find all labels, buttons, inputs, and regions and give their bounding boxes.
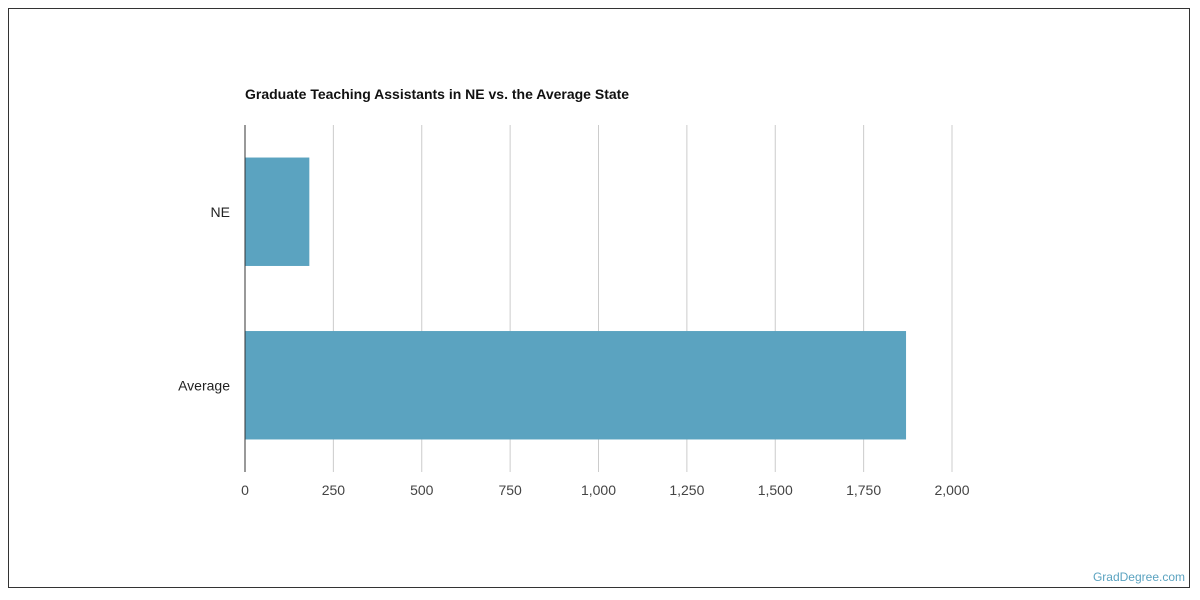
x-tick-label: 1,500 [758, 482, 793, 498]
x-tick-label: 0 [241, 482, 249, 498]
x-tick-label: 1,000 [581, 482, 616, 498]
y-tick-label: Average [178, 377, 230, 393]
x-tick-label: 250 [322, 482, 346, 498]
x-tick-label: 1,250 [669, 482, 704, 498]
y-tick-label: NE [211, 204, 230, 220]
chart-frame [8, 8, 1190, 588]
chart-title: Graduate Teaching Assistants in NE vs. t… [245, 86, 630, 102]
x-tick-label: 500 [410, 482, 434, 498]
x-tick-label: 2,000 [934, 482, 969, 498]
x-tick-label: 1,750 [846, 482, 881, 498]
bar-average [245, 331, 907, 440]
bar-ne [245, 157, 310, 266]
y-tick-labels: NE Average [178, 204, 230, 394]
bars [245, 157, 907, 440]
x-tick-labels: 0 250 500 750 1,000 1,250 1,500 1,750 2,000 [241, 482, 970, 498]
x-tick-label: 750 [498, 482, 522, 498]
watermark: GradDegree.com [1092, 570, 1185, 584]
